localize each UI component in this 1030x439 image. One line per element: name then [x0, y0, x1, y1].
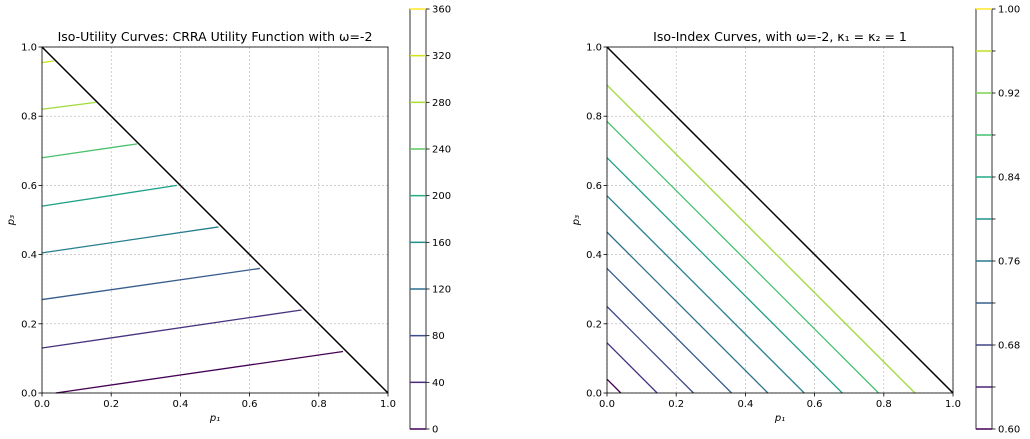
- chart-title: Iso-Utility Curves: CRRA Utility Functio…: [58, 29, 373, 44]
- contour-line-80: [41, 267, 261, 301]
- colorbar-tick-label: 0.60: [998, 425, 1020, 436]
- simplex-boundary: [606, 46, 954, 394]
- y-tick-label: 0.2: [586, 319, 602, 330]
- colorbar-tick-label: 360: [432, 5, 451, 16]
- x-tick-label: 0.2: [668, 399, 684, 410]
- chart-title: Iso-Index Curves, with ω=-2, κ₁ = κ₂ = 1: [653, 29, 907, 44]
- colorbar-tick-label: 160: [432, 238, 451, 249]
- y-tick-label: 0.6: [586, 181, 602, 192]
- contour-lines: [41, 60, 344, 394]
- colorbar-tick-label: 280: [432, 98, 451, 109]
- colorbar-tick-label: 80: [432, 331, 445, 342]
- y-tick-label: 0.2: [21, 319, 37, 330]
- x-tick-label: 0.4: [737, 399, 753, 410]
- colorbar-tick-label: 0.68: [998, 341, 1020, 352]
- y-tick-label: 1.0: [21, 43, 37, 54]
- colorbar-tick-label: 200: [432, 191, 451, 202]
- x-tick-label: 0.0: [34, 399, 50, 410]
- y-tick-label: 0.4: [586, 250, 602, 261]
- contour-line-200: [41, 143, 138, 159]
- contour-line-240: [41, 101, 96, 110]
- y-tick-label: 0.8: [21, 112, 37, 123]
- simplex-boundary: [41, 46, 389, 394]
- x-tick-label: 0.8: [311, 399, 327, 410]
- contour-lines: [606, 84, 916, 394]
- x-tick-label: 0.2: [103, 399, 119, 410]
- colorbar-frame: [409, 8, 427, 430]
- contour-line-0_7: [606, 231, 769, 394]
- colorbar-tick-label: 0.92: [998, 89, 1020, 100]
- y-tick-label: 0.6: [21, 181, 37, 192]
- contour-line-0_74: [606, 157, 843, 394]
- contour-line-0: [55, 350, 344, 394]
- contour-line-160: [41, 184, 178, 207]
- colorbar: 0.60 0.68 0.76 0.84 0.92 1.00: [975, 5, 1020, 436]
- x-tick-label: 1.0: [380, 399, 396, 410]
- x-tick-label: 0.6: [242, 399, 258, 410]
- contour-line-120: [41, 226, 219, 254]
- contour-line-0_66: [606, 306, 694, 394]
- y-tick-label: 1.0: [586, 43, 602, 54]
- iso-index-chart: 0.0 0.2 0.4 0.6 0.8 1.0 0.0 0.2 0.4 0.6 0.8 1.0 Is…: [571, 5, 1020, 436]
- x-tick-label: 0.4: [172, 399, 188, 410]
- contour-line-280: [41, 60, 55, 64]
- x-tick-label: 0.8: [876, 399, 892, 410]
- iso-utility-chart: 0.0 0.2 0.4 0.6 0.8 1.0 0.0 0.2 0.4 0.6 0.8 1.0 Is…: [6, 5, 451, 436]
- colorbar: 0 40 80 120 160 200 240 280 320 360: [409, 5, 451, 436]
- colorbar-tick-label: 240: [432, 145, 451, 156]
- x-tick-label: 0.0: [599, 399, 615, 410]
- y-axis-label: p₃: [571, 215, 582, 226]
- y-axis-label: p₃: [6, 215, 17, 226]
- colorbar-tick-label: 0.84: [998, 173, 1020, 184]
- colorbar-tick-label: 0: [432, 425, 438, 436]
- contour-line-0_78: [606, 84, 916, 394]
- colorbar-tick-label: 1.00: [998, 5, 1020, 16]
- x-axis-label: p₁: [209, 413, 220, 424]
- x-tick-label: 0.6: [807, 399, 823, 410]
- x-axis-label: p₁: [774, 413, 785, 424]
- x-ticks: 0.0 0.2 0.4 0.6 0.8 1.0: [34, 393, 396, 410]
- colorbar-tick-label: 120: [432, 285, 451, 296]
- x-tick-label: 1.0: [945, 399, 961, 410]
- contour-line-40: [41, 309, 302, 349]
- plot-frame: [41, 46, 389, 394]
- y-ticks: 0.0 0.2 0.4 0.6 0.8 1.0: [586, 43, 607, 400]
- y-tick-label: 0.0: [21, 389, 37, 400]
- plot-frame: [606, 46, 954, 394]
- x-ticks: 0.0 0.2 0.4 0.6 0.8 1.0: [599, 393, 961, 410]
- contour-line-0_62: [606, 378, 622, 394]
- y-tick-label: 0.8: [586, 112, 602, 123]
- y-tick-label: 0.4: [21, 250, 37, 261]
- contour-line-0_68: [606, 267, 733, 394]
- y-ticks: 0.0 0.2 0.4 0.6 0.8 1.0: [21, 43, 42, 400]
- contour-line-0_64: [606, 342, 658, 394]
- contour-line-0_76: [606, 120, 880, 394]
- contour-line-0_72: [606, 195, 805, 394]
- colorbar-tick-label: 320: [432, 51, 451, 62]
- colorbar-tick-label: 40: [432, 378, 445, 389]
- colorbar-tick-label: 0.76: [998, 257, 1020, 268]
- y-tick-label: 0.0: [586, 389, 602, 400]
